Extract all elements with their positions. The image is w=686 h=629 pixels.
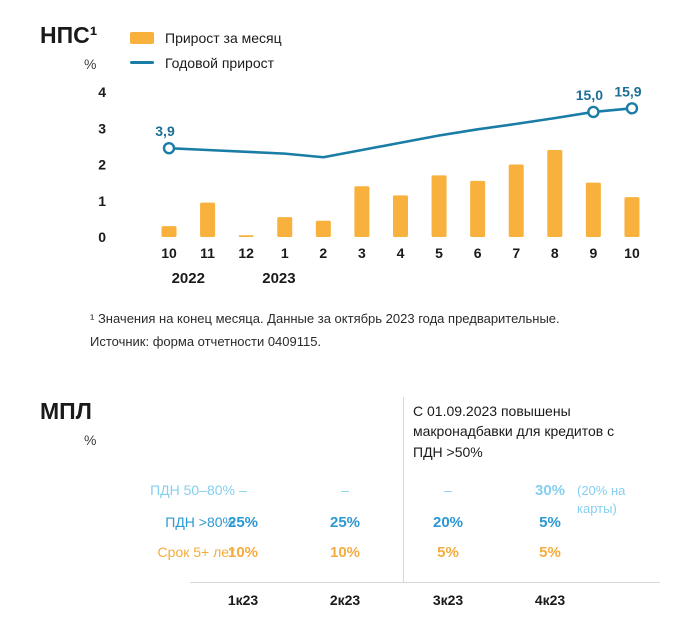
mpl-value: 5% (539, 544, 561, 561)
mpl-column-headers: 1к23 2к23 3к23 4к23 (0, 592, 686, 612)
svg-text:2022: 2022 (172, 270, 205, 287)
svg-text:2: 2 (319, 245, 327, 261)
svg-text:6: 6 (474, 245, 482, 261)
mpl-value: 20% (432, 514, 464, 531)
mpl-value: 5% (437, 544, 459, 561)
mpl-column-header: 4к23 (534, 592, 566, 608)
mpl-value: 25% (329, 514, 361, 531)
svg-text:4: 4 (98, 84, 106, 100)
footnote-block: ¹ Значения на конец месяца. Данные за ок… (90, 307, 560, 353)
mpl-row-pdn-50-80: ПДН 50–80% – – – 30% (20% на карты) (0, 482, 686, 516)
mpl-value: – (444, 482, 452, 498)
mpl-row-label: ПДН 50–80% (150, 482, 235, 498)
mpl-column-header: 1к23 (227, 592, 259, 608)
mpl-value: 30% (534, 482, 566, 499)
svg-text:15,0: 15,0 (576, 87, 603, 103)
footnote-line-1: ¹ Значения на конец месяца. Данные за ок… (90, 311, 560, 326)
svg-text:12: 12 (238, 245, 254, 261)
mpl-vertical-divider (403, 397, 404, 583)
svg-text:1: 1 (281, 245, 289, 261)
mpl-value: 10% (329, 544, 361, 561)
line-series-label: Годовой прирост (165, 54, 275, 71)
legend-item-bars: Прирост за месяц (130, 25, 282, 50)
bar-series-label: Прирост за месяц (165, 29, 282, 46)
mpl-unit-label: % (84, 432, 97, 448)
legend-item-line: Годовой прирост (130, 50, 282, 75)
mpl-value: – (239, 482, 247, 498)
svg-text:5: 5 (435, 245, 443, 261)
bar-series-swatch-icon (130, 31, 154, 44)
svg-text:4: 4 (397, 245, 405, 261)
mpl-value: 5% (539, 514, 561, 531)
nps-unit-label: % (84, 56, 97, 72)
mpl-row-label: ПДН >80% (165, 514, 235, 530)
mpl-value-note: (20% на карты) (577, 483, 626, 517)
mpl-value: 10% (227, 544, 259, 561)
svg-text:11: 11 (200, 245, 215, 261)
mpl-value: 25% (227, 514, 259, 531)
svg-text:3,9: 3,9 (155, 123, 175, 139)
nps-section-title: НПС¹ (40, 22, 98, 48)
svg-text:3: 3 (358, 245, 366, 261)
svg-text:8: 8 (551, 245, 559, 261)
mpl-value: – (341, 482, 349, 498)
svg-text:1: 1 (98, 193, 106, 209)
svg-text:9: 9 (589, 245, 597, 261)
footnote-line-2: Источник: форма отчетности 0409115. (90, 334, 322, 349)
svg-text:15,9: 15,9 (614, 83, 641, 99)
mpl-row-label: Срок 5+ лет (157, 544, 235, 560)
svg-text:0: 0 (98, 229, 106, 245)
mpl-row-pdn-80: ПДН >80% 25% 25% 20% 5% (0, 514, 686, 534)
mpl-column-header: 3к23 (432, 592, 464, 608)
mpl-section-title: МПЛ (40, 398, 92, 424)
svg-text:10: 10 (161, 245, 177, 261)
svg-text:7: 7 (512, 245, 520, 261)
svg-text:10: 10 (624, 245, 640, 261)
mpl-column-header: 2к23 (329, 592, 361, 608)
svg-text:2: 2 (98, 157, 106, 173)
mpl-row-term-5plus: Срок 5+ лет 10% 10% 5% 5% (0, 544, 686, 564)
svg-text:3: 3 (98, 120, 106, 136)
mpl-annotation: С 01.09.2023 повышены макронадбавки для … (413, 403, 615, 460)
chart-legend: Прирост за месяц Годовой прирост (130, 25, 282, 75)
mpl-horizontal-divider (190, 582, 660, 583)
svg-text:2023: 2023 (262, 270, 295, 287)
line-series-swatch-icon (130, 61, 154, 64)
